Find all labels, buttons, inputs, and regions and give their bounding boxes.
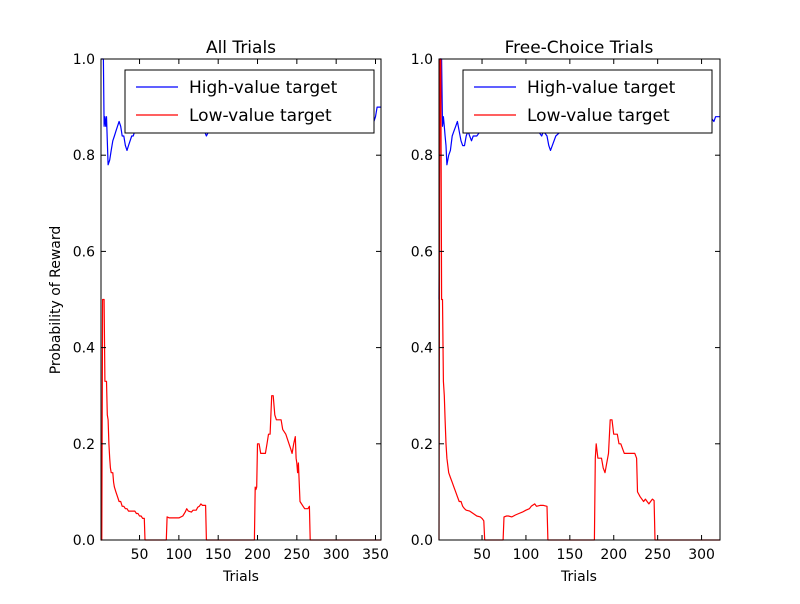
series-line-low-value [438,58,720,541]
x-tick-label: 300 [688,547,715,563]
y-tick-label: 0.6 [411,244,433,260]
legend-box [462,69,713,134]
panel-title: All Trials [206,38,276,58]
y-tick-label: 0.8 [73,148,95,164]
y-tick-label: 0.8 [411,148,433,164]
figure-ylabel: Probability of Reward [48,226,64,375]
x-tick-label: 300 [323,547,350,563]
legend-label-low-value: Low-value target [527,106,670,126]
legend: High-value target Low-value target [124,69,375,134]
x-tick-label: 350 [362,547,389,563]
y-tick-label: 0.4 [73,341,95,357]
y-tick-label: 0.6 [73,244,95,260]
y-tick-label: 0.0 [73,533,95,549]
series-line-low-value [101,298,381,541]
panel-title: Free-Choice Trials [505,38,654,58]
x-tick-label: 50 [473,547,491,563]
x-tick-label: 200 [600,547,627,563]
x-tick-label: 200 [244,547,271,563]
legend: High-value target Low-value target [462,69,713,134]
y-tick-label: 1.0 [73,52,95,68]
legend-label-high-value: High-value target [189,78,338,98]
x-tick-label: 150 [205,547,232,563]
panel-all-trials: All Trials Trials High-value target Low-… [73,38,389,585]
x-tick-label: 150 [556,547,583,563]
legend-label-low-value: Low-value target [189,106,332,126]
y-tick-label: 0.2 [411,437,433,453]
x-tick-label: 100 [165,547,192,563]
y-tick-label: 0.2 [73,437,95,453]
y-tick-label: 0.0 [411,533,433,549]
x-tick-label: 250 [644,547,671,563]
x-tick-label: 50 [131,547,149,563]
x-tick-label: 100 [513,547,540,563]
axes-frame [100,58,382,541]
legend-label-high-value: High-value target [527,78,676,98]
x-axis-label: Trials [560,569,597,585]
axes-frame [438,58,721,541]
x-axis-label: Trials [222,569,259,585]
panel-free-choice-trials: Free-Choice Trials Trials High-value tar… [411,38,721,585]
y-tick-label: 1.0 [411,52,433,68]
y-tick-label: 0.4 [411,341,433,357]
legend-box [124,69,375,134]
x-tick-label: 250 [283,547,310,563]
